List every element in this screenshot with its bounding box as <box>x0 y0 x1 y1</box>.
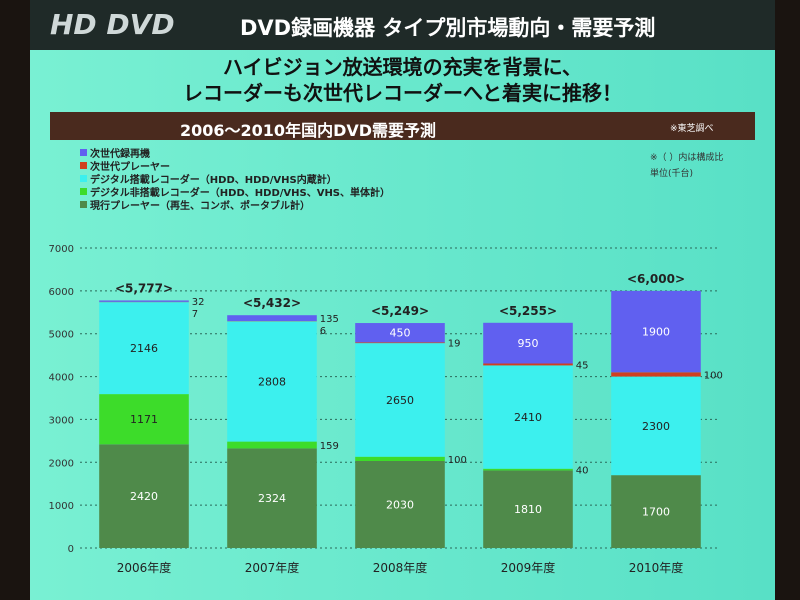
y-tick-label: 0 <box>68 544 74 555</box>
data-label: 6 <box>320 326 326 337</box>
x-tick-label: 2009年度 <box>501 560 556 575</box>
total-label: <5,432> <box>243 296 301 310</box>
data-label: 2300 <box>642 420 670 433</box>
legend-item: デジタル非搭載レコーダー（HDD、HDD/VHS、VHS、単体計） <box>80 185 391 199</box>
total-label: <6,000> <box>627 272 685 286</box>
x-tick-label: 2006年度 <box>117 560 172 575</box>
x-tick-label: 2010年度 <box>629 560 684 575</box>
bar-segment <box>227 321 317 442</box>
unit-note: 単位(千台) <box>650 169 694 179</box>
legend-item: 次世代録再機 <box>80 146 390 160</box>
bar-segment <box>355 456 445 461</box>
x-tick-label: 2008年度 <box>373 560 428 575</box>
data-label: 2650 <box>386 394 414 407</box>
legend: 次世代録再機次世代プレーヤーデジタル搭載レコーダー（HDD、HDD/VHS内蔵計… <box>80 146 391 212</box>
y-tick-label: 1000 <box>49 501 74 512</box>
bar-segment <box>611 290 701 373</box>
bar-segment <box>483 363 573 366</box>
y-tick-label: 4000 <box>49 373 74 384</box>
data-label: 1900 <box>642 326 670 339</box>
legend-swatch <box>80 149 87 156</box>
bar-segment <box>611 475 701 548</box>
legend-item: デジタル搭載レコーダー（HDD、HDD/VHS内蔵計） <box>80 172 390 186</box>
data-label: 45 <box>576 360 589 371</box>
y-tick-label: 7000 <box>49 244 74 255</box>
data-label: 2030 <box>386 499 414 512</box>
bar-segment <box>355 461 445 548</box>
bar-segment <box>227 448 317 548</box>
data-label: 1171 <box>130 413 158 426</box>
bar-segment <box>483 365 573 469</box>
data-label: 2808 <box>258 375 286 388</box>
stacked-bar-chart: 0 1000 2000 3000 4000 5000 6000 7000 2420 1171 214… <box>49 244 723 575</box>
data-label: 100 <box>704 370 723 381</box>
data-label: 2410 <box>514 411 542 424</box>
bar-segment <box>355 343 445 457</box>
slide: HD DVD DVD録画機器 タイプ別市場動向・需要予測 ハイビジョン放送環境の… <box>30 0 775 600</box>
legend-item: 次世代プレーヤー <box>80 159 390 173</box>
bar-segment <box>99 394 189 445</box>
bar-segment <box>483 470 573 548</box>
y-tick-label: 3000 <box>49 415 74 426</box>
total-label: <5,249> <box>371 304 429 318</box>
data-label: 19 <box>448 339 461 350</box>
data-label: 950 <box>518 337 539 350</box>
data-label: 1810 <box>514 503 542 516</box>
legend-swatch <box>80 162 87 169</box>
data-label: 100 <box>448 455 467 466</box>
total-label: <5,777> <box>115 281 173 295</box>
header-title: DVD録画機器 タイプ別市場動向・需要予測 <box>240 16 656 40</box>
legend-label: 次世代プレーヤー <box>90 162 170 173</box>
y-tick-label: 6000 <box>49 287 74 298</box>
y-tick-label: 5000 <box>49 330 74 341</box>
header-bar: HD DVD DVD録画機器 タイプ別市場動向・需要予測 <box>30 0 775 50</box>
legend-label: 次世代録再機 <box>90 149 150 160</box>
bar-segment <box>355 323 445 343</box>
x-tick-label: 2007年度 <box>245 560 300 575</box>
data-label: 1700 <box>642 506 670 519</box>
data-label: 2146 <box>130 342 158 355</box>
bar-segment <box>483 322 573 364</box>
bar-segment <box>611 372 701 377</box>
legend-label: デジタル非搭載レコーダー（HDD、HDD/VHS、VHS、単体計） <box>90 188 391 199</box>
data-label: 135 <box>320 314 339 325</box>
bar-segment <box>99 300 189 302</box>
ratio-note: ※（ ）内は構成比 <box>650 153 724 163</box>
legend-item: 現行プレーヤー（再生、コンボ、ポータブル計） <box>80 198 390 212</box>
bar-segment <box>483 468 573 471</box>
hd-dvd-logo: HD DVD <box>50 8 175 41</box>
source-note: ※東芝調べ <box>670 124 714 134</box>
bar-segment <box>611 376 701 476</box>
subtitle-line-2: レコーダーも次世代レコーダーへと着実に推移！ <box>183 81 622 105</box>
subtitle-line-1: ハイビジョン放送環境の充実を背景に、 <box>223 55 582 79</box>
bar-segment <box>227 315 317 321</box>
chart-title: 2006～2010年国内DVD需要予測 <box>180 121 437 140</box>
legend-swatch <box>80 188 87 195</box>
legend-label: デジタル搭載レコーダー（HDD、HDD/VHS内蔵計） <box>90 175 337 186</box>
y-tick-label: 2000 <box>49 458 74 469</box>
data-label: 32 <box>192 297 205 308</box>
legend-label: 現行プレーヤー（再生、コンボ、ポータブル計） <box>90 201 310 212</box>
data-label: 40 <box>576 466 589 477</box>
bar-segment <box>227 441 317 449</box>
subtitle: ハイビジョン放送環境の充実を背景に、 レコーダーも次世代レコーダーへと着実に推移… <box>70 54 735 106</box>
data-label: 7 <box>192 309 198 320</box>
data-label: 2324 <box>258 492 286 505</box>
bar-segment <box>99 444 189 548</box>
data-label: 2420 <box>130 490 158 503</box>
legend-swatch <box>80 201 87 208</box>
data-label: 450 <box>390 327 411 340</box>
bar-segment <box>355 342 445 344</box>
title-band <box>50 112 755 140</box>
total-label: <5,255> <box>499 304 557 318</box>
data-label: 159 <box>320 441 339 452</box>
bar-segment <box>99 302 189 395</box>
legend-swatch <box>80 175 87 182</box>
